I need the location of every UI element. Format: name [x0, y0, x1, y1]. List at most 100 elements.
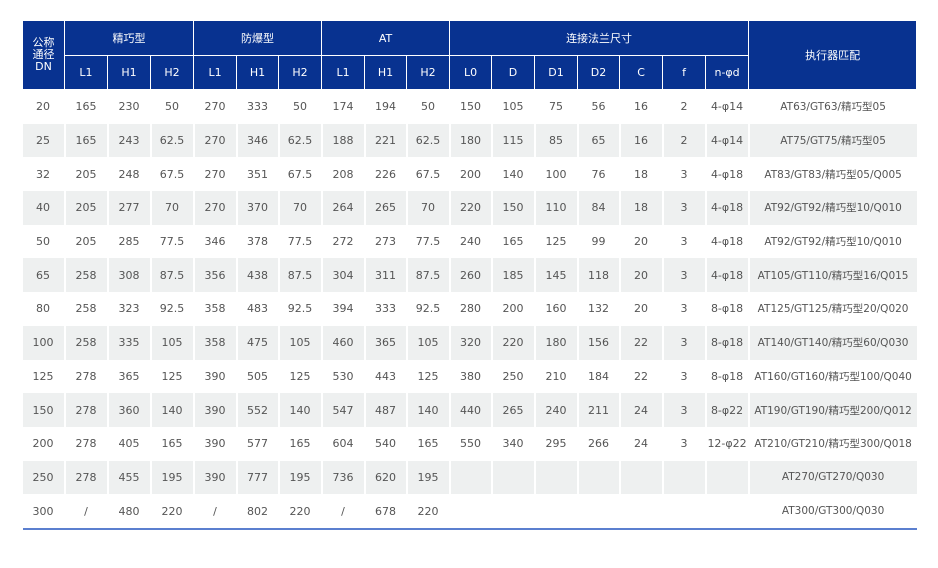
dimension-cell: 220 [149, 494, 194, 530]
dimension-cell: 188 [320, 123, 365, 158]
dimension-cell: 365 [363, 325, 407, 360]
dimension-cell: 140 [277, 393, 322, 427]
table-row: 25 165 243 62.5 270 346 62.5 188 221 62.5 180 115 85… [22, 123, 917, 158]
dimension-cell: 125 [277, 359, 322, 394]
dimension-cell: 620 [363, 460, 407, 495]
dimension-cell: 443 [363, 359, 407, 394]
dimension-cell: 3 [661, 325, 706, 360]
dimension-cell: 221 [363, 123, 407, 158]
dimension-cell: 258 [63, 292, 108, 326]
dimension-cell: 145 [533, 258, 578, 293]
dimension-cell: 277 [106, 191, 151, 225]
table-row: 65 258 308 87.5 356 438 87.5 304 311 87.5 260 185 14… [22, 258, 917, 293]
actuator-cell: AT210/GT210/精巧型300/Q018 [747, 426, 917, 461]
dimension-cell: 248 [106, 157, 151, 192]
dimension-cell: 4-φ18 [704, 258, 749, 293]
table-row: 32 205 248 67.5 270 351 67.5 208 226 67.5 200 140 10… [23, 157, 917, 192]
header-sub-column: L1 [64, 55, 108, 90]
dimension-cell: 84 [576, 191, 620, 225]
header-sub-column: f [662, 55, 707, 90]
dimension-cell: 243 [106, 123, 151, 158]
table-row: 125 278 365 125 390 505 125 530 443 125 380 250 210 1… [23, 359, 917, 394]
dimension-cell: 92.5 [405, 292, 450, 326]
dimension-cell: 270 [192, 123, 237, 158]
dimension-cell: 105 [405, 325, 450, 360]
header-sub-column: H2 [149, 55, 195, 90]
dimension-cell: 340 [490, 426, 535, 461]
header-sub-column: L1 [321, 55, 366, 90]
dn-cell: 200 [32, 437, 54, 451]
dimension-cell: 70 [277, 191, 322, 225]
dimension-cell: 4-φ14 [704, 89, 749, 124]
dimension-cell [704, 460, 749, 495]
dimension-cell [576, 460, 620, 495]
dimension-cell: 278 [63, 426, 108, 461]
dimension-cell: 360 [106, 393, 151, 427]
dimension-cell: 67.5 [149, 157, 194, 192]
dimension-cell: 455 [106, 460, 151, 495]
dimension-cell: 140 [149, 393, 194, 427]
dimension-cell: 12-φ22 [704, 426, 749, 461]
header-sub-column: C [619, 55, 664, 90]
dimension-cell: 92.5 [277, 292, 322, 326]
dimension-cell [661, 460, 706, 495]
dimension-cell: 3 [661, 258, 706, 293]
dimension-cell: 24 [618, 393, 663, 427]
dimension-cell: 220 [405, 494, 450, 530]
dimension-cell: 475 [235, 325, 279, 360]
dimension-cell: 272 [320, 224, 365, 259]
dimension-cell: 552 [235, 393, 279, 427]
dimension-cell: 75 [533, 89, 578, 124]
dimension-cell: 278 [63, 460, 108, 495]
dimension-cell: 67.5 [405, 157, 450, 192]
dimension-cell [533, 494, 578, 530]
dimension-cell: 125 [533, 224, 578, 259]
dimension-cell: 3 [661, 393, 706, 427]
dimension-cell: 165 [405, 426, 450, 461]
dn-cell: 80 [36, 302, 50, 316]
dimension-cell: 390 [192, 460, 237, 495]
dimension-cell: 160 [533, 292, 578, 326]
dimension-cell: 50 [405, 89, 450, 124]
dimension-cell: 208 [320, 157, 365, 192]
dimension-cell: 8-φ18 [704, 359, 749, 394]
dimension-cell: 8-φ18 [704, 292, 749, 326]
dimension-cell: 530 [320, 359, 365, 394]
header-sub-column: H2 [278, 55, 323, 90]
dimension-cell: 20 [618, 292, 663, 326]
dimension-cell: 92.5 [149, 292, 194, 326]
dimension-cell: 99 [576, 224, 620, 259]
dimension-cell: 87.5 [277, 258, 322, 293]
header-sub-column: D1 [534, 55, 579, 90]
dimension-cell: 380 [448, 359, 492, 394]
dimension-cell [576, 494, 620, 530]
dn-cell: 32 [36, 167, 50, 181]
dimension-cell: 105 [149, 325, 194, 360]
dimension-cell: 356 [192, 258, 237, 293]
dimension-cell: 270 [192, 157, 237, 192]
dn-cell: 50 [36, 235, 50, 249]
dimension-cell: 390 [192, 426, 237, 461]
dimension-cell: 195 [149, 460, 194, 495]
dn-cell: 25 [22, 123, 65, 158]
dimension-cell: 105 [277, 325, 322, 360]
table-row: 150 278 360 140 390 552 140 547 487 140 440 265 240 2… [22, 393, 917, 427]
dimension-cell [533, 460, 578, 495]
dimension-cell: 577 [235, 426, 279, 461]
dimension-cell: 390 [192, 393, 237, 427]
dimension-cell: 180 [533, 325, 578, 360]
dimension-cell: 285 [106, 224, 151, 259]
dimension-cell: 180 [448, 123, 492, 158]
header-group-explosion-proof: 防爆型 [193, 21, 323, 56]
dimension-cell: 4-φ18 [704, 191, 749, 225]
dimension-cell: 65 [576, 123, 620, 158]
dimension-cell: 20 [618, 224, 663, 259]
header-actuator: 执行器匹配 [748, 21, 918, 90]
dimension-cell: 394 [320, 292, 365, 326]
dimension-cell: 4-φ18 [704, 157, 749, 192]
table-row: 300/480 220/802 220/678 220 AT300/GT300/Q030 [22, 494, 917, 530]
header-sub-column: n-φd [705, 55, 750, 90]
dimension-cell: 4-φ14 [704, 123, 749, 158]
dn-label-2: 通径 [32, 48, 55, 61]
dimension-cell: 16 [618, 123, 663, 158]
